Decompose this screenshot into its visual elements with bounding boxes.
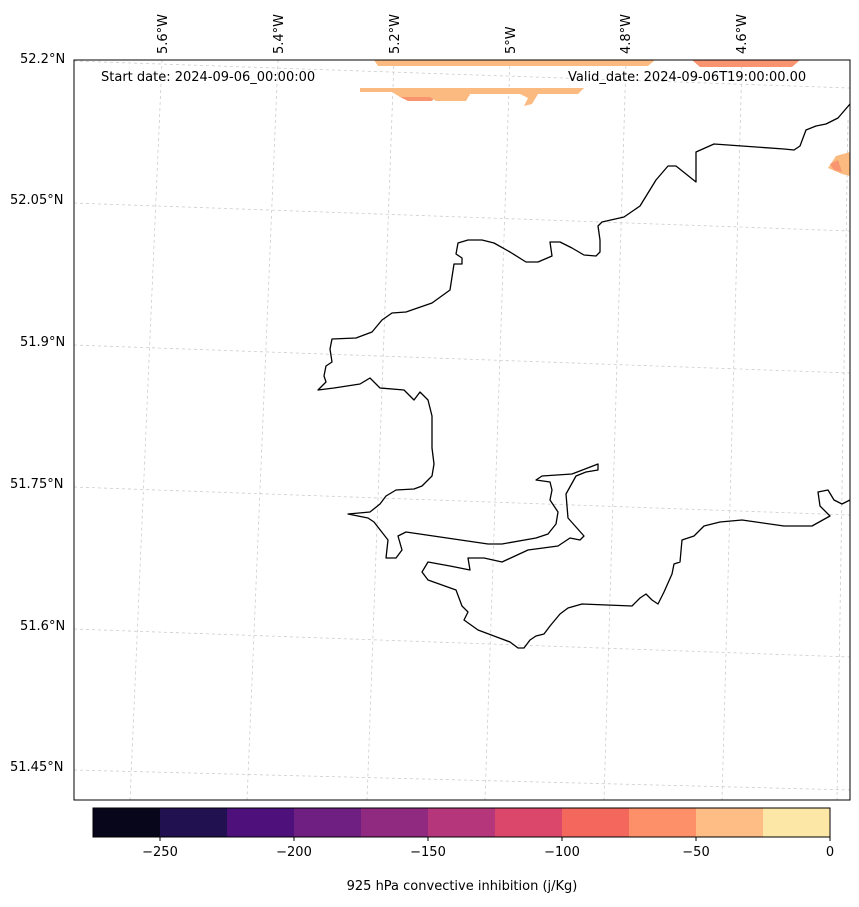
colorbar-tick-label: −50 [682,845,710,860]
colorbar-bin [562,808,630,837]
latitude-label-51.75n: 51.75°N [10,477,64,492]
colorbar-bin [294,808,362,837]
colorbar-bins [93,808,831,837]
colorbar-tick-marks [159,837,831,841]
colorbar-bin [227,808,295,837]
coastline-north [317,103,850,649]
colorbar-bin [93,808,161,837]
meridian-line [836,119,849,800]
latitude-label-52.05n: 52.05°N [10,193,64,208]
colorbar-tick-label: −250 [142,845,178,860]
colorbar [92,807,831,841]
coastline [317,103,850,649]
colorbar-tick-label: 0 [825,845,835,860]
colorbar-bin [495,808,563,837]
map-clipped-content [74,60,850,800]
colorbar-bin [160,808,228,837]
valid-date-label: Valid_date: 2024-09-06T19:00:00.00 [568,70,807,85]
colorbar-bin [629,808,697,837]
latitude-label-51.6n: 51.6°N [20,619,66,634]
cin-patch-right-edge-salmon [830,160,842,172]
longitude-label-5.4w: 5.4°W [272,13,287,54]
longitude-label-4.6w: 4.6°W [735,13,750,54]
graticule [74,60,850,800]
colorbar-bin [763,808,831,837]
start-date-label: Start date: 2024-09-06_00:00:00 [101,70,316,85]
latitude-label-51.9n: 51.9°N [20,335,66,350]
cin-field [332,60,850,176]
latitude-label-52.2n: 52.2°N [20,52,66,67]
longitude-label-5.6w: 5.6°W [156,13,171,54]
colorbar-frame [92,807,831,838]
latitude-label-51.45n: 51.45°N [10,760,64,775]
longitude-label-5w: 5°W [504,26,519,54]
colorbar-title: 925 hPa convective inhibition (j/Kg) [346,879,578,894]
colorbar-tick-label: −200 [276,845,312,860]
longitude-label-4.8w: 4.8°W [619,13,634,54]
map-frame [73,59,851,801]
cin-patch-top-right [692,60,800,67]
colorbar-tick-label: −100 [544,845,580,860]
cin-patch-top [374,60,655,66]
map-background [74,60,850,800]
colorbar-bin [696,808,764,837]
map-panel [73,59,851,801]
colorbar-bin [428,808,496,837]
cin-patch-band-peach [360,88,584,106]
longitude-label-5.2w: 5.2°W [388,13,403,54]
colorbar-bin [361,808,429,837]
colorbar-tick-label: −150 [410,845,446,860]
